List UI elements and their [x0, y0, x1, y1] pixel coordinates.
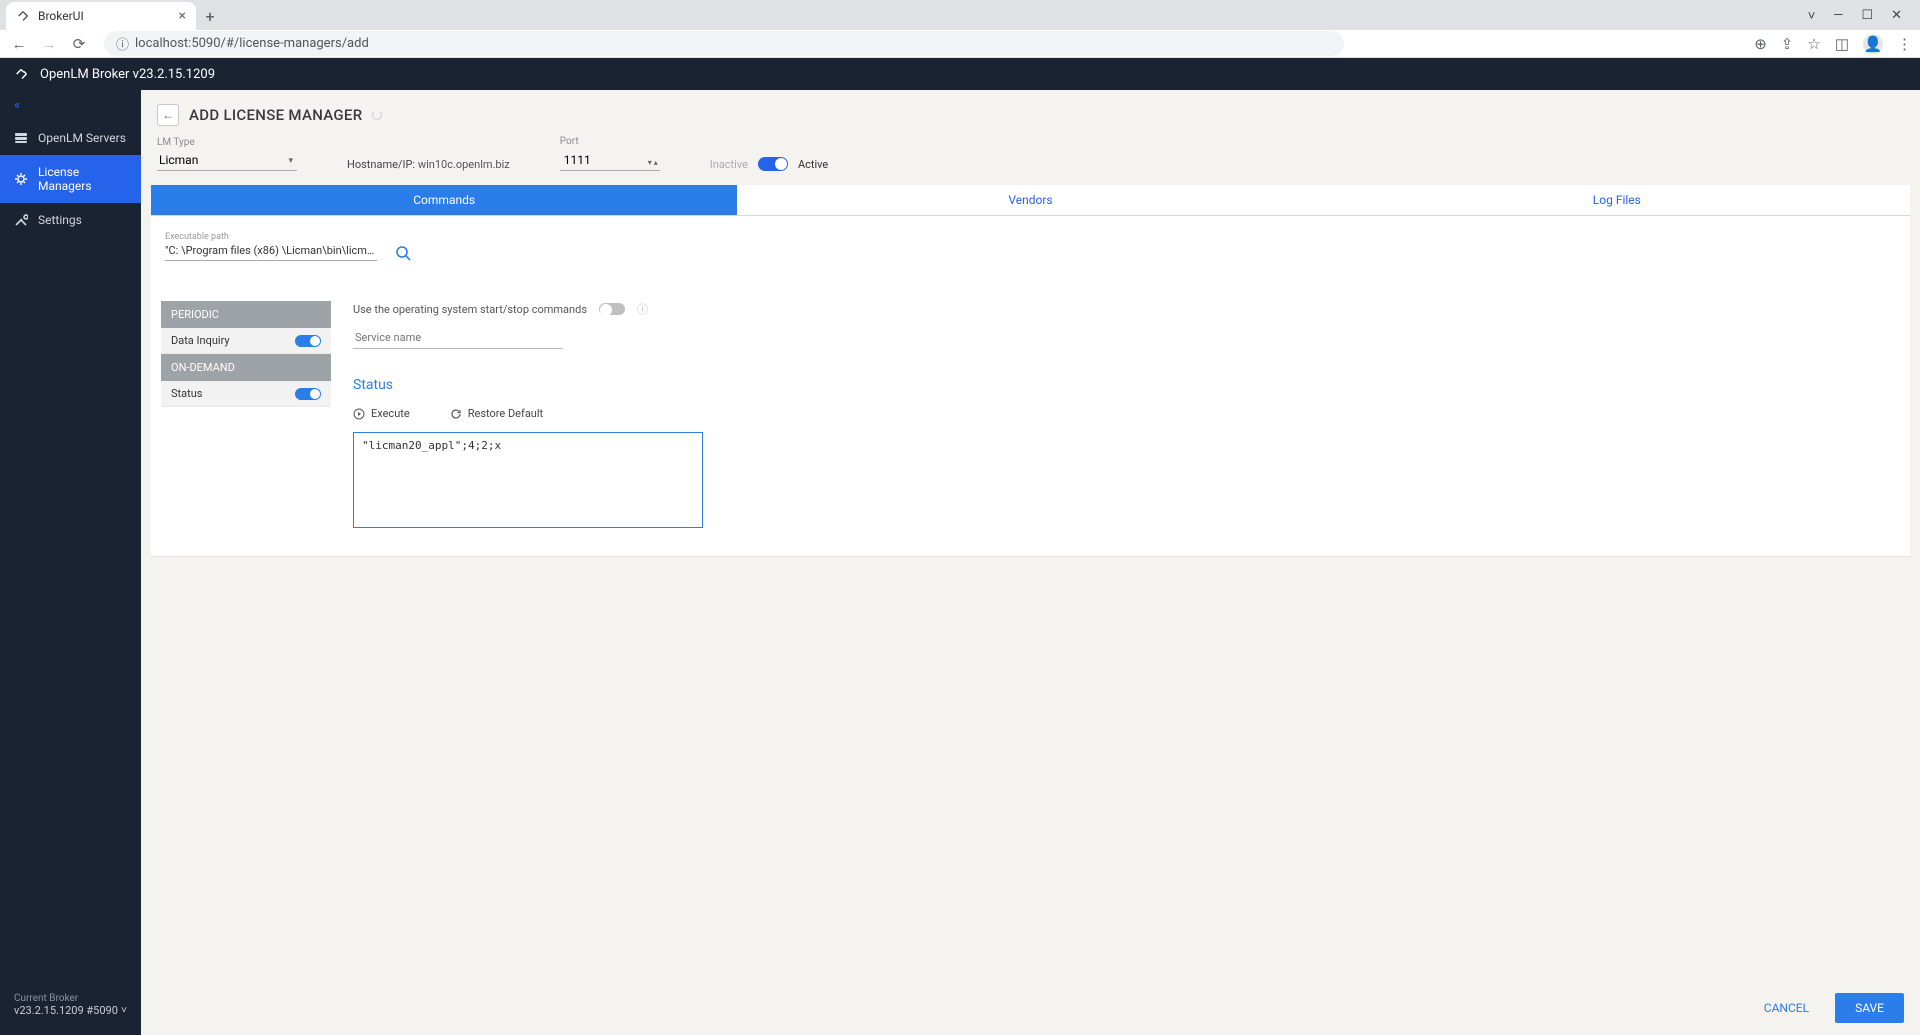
command-textarea[interactable]: "licman20_appl";4;2;x	[353, 432, 703, 528]
execute-button[interactable]: Execute	[353, 407, 410, 420]
inactive-label: Inactive	[710, 158, 748, 171]
sidebar-item-label: Settings	[38, 213, 82, 227]
profile-icon[interactable]: 👤	[1863, 34, 1883, 54]
tab-title: BrokerUI	[38, 9, 84, 23]
gear-icon	[14, 172, 28, 186]
ondemand-header: ON-DEMAND	[161, 354, 331, 381]
browser-chrome: BrokerUI × + ˅ — ☐ ✕ ← → ⟳ ⓘ localhost:5…	[0, 0, 1920, 58]
site-info-icon[interactable]: ⓘ	[116, 34, 129, 53]
app-header: OpenLM Broker v23.2.15.1209	[0, 58, 1920, 90]
collapse-sidebar-button[interactable]: «	[0, 90, 141, 121]
minimize-icon[interactable]: —	[1833, 8, 1843, 24]
exec-label: Executable path	[165, 232, 377, 242]
forward-icon[interactable]: →	[38, 33, 60, 55]
chevron-down-icon[interactable]: ˅	[121, 1005, 127, 1016]
url-text: localhost:5090/#/license-managers/add	[135, 36, 369, 51]
data-inquiry-toggle[interactable]	[295, 335, 321, 347]
sidebar-footer: Current Broker v23.2.15.1209 #5090 ˅	[0, 983, 141, 1035]
favicon-icon	[16, 9, 30, 23]
address-bar[interactable]: ⓘ localhost:5090/#/license-managers/add	[104, 31, 1344, 56]
hostname-value: win10c.openlm.biz	[418, 158, 510, 171]
reload-icon[interactable]: ⟳	[68, 33, 90, 55]
command-config: Use the operating system start/stop comm…	[353, 301, 1900, 532]
window-controls: ˅ — ☐ ✕	[1790, 0, 1920, 32]
bookmark-icon[interactable]: ☆	[1807, 35, 1820, 53]
data-inquiry-label: Data Inquiry	[171, 334, 230, 347]
lm-type-value: Licman	[159, 153, 198, 167]
chevron-down-icon[interactable]: ˅	[1808, 8, 1816, 24]
data-inquiry-row[interactable]: Data Inquiry	[161, 328, 331, 354]
tab-bar: Commands Vendors Log Files	[151, 185, 1910, 216]
status-row-label: Status	[171, 387, 202, 400]
close-window-icon[interactable]: ✕	[1891, 8, 1902, 24]
menu-icon[interactable]: ⋮	[1897, 35, 1912, 53]
status-toggle[interactable]	[295, 388, 321, 400]
hostname-label: Hostname/IP:	[347, 158, 415, 171]
restore-label: Restore Default	[468, 407, 543, 420]
loading-icon	[372, 110, 382, 120]
commands-panel: Executable path "C: \Program files (x86)…	[151, 216, 1910, 557]
close-tab-icon[interactable]: ×	[179, 8, 186, 24]
info-icon[interactable]: ⓘ	[637, 301, 648, 317]
port-stepper[interactable]: ▾ ▴	[648, 158, 658, 167]
tab-logfiles[interactable]: Log Files	[1324, 185, 1910, 215]
restore-default-button[interactable]: Restore Default	[450, 407, 543, 420]
status-row[interactable]: Status	[161, 381, 331, 407]
footer-actions: CANCEL SAVE	[141, 981, 1920, 1035]
cancel-button[interactable]: CANCEL	[1750, 993, 1823, 1023]
port-field[interactable]: Port ▾ ▴	[560, 136, 660, 171]
lm-type-label: LM Type	[157, 137, 297, 148]
save-button[interactable]: SAVE	[1835, 993, 1904, 1023]
share-icon[interactable]: ⇪	[1781, 35, 1794, 53]
use-os-toggle[interactable]	[599, 303, 625, 315]
footer-label: Current Broker	[14, 993, 127, 1004]
browse-button[interactable]	[395, 245, 411, 261]
port-input[interactable]	[560, 150, 660, 171]
page-title: ADD LICENSE MANAGER	[189, 106, 362, 124]
tools-icon	[14, 213, 28, 227]
refresh-icon	[450, 408, 462, 420]
sidebar: « OpenLM Servers License Managers Settin…	[0, 90, 141, 1035]
hostname-display: Hostname/IP: win10c.openlm.biz	[347, 158, 510, 171]
sidebar-item-label: OpenLM Servers	[38, 131, 126, 145]
maximize-icon[interactable]: ☐	[1861, 8, 1873, 24]
periodic-header: PERIODIC	[161, 301, 331, 328]
active-toggle[interactable]	[758, 157, 788, 171]
port-label: Port	[560, 136, 660, 147]
sidebar-item-settings[interactable]: Settings	[0, 203, 141, 237]
executable-path-field[interactable]: Executable path "C: \Program files (x86)…	[165, 232, 377, 261]
sidebar-item-label: License Managers	[38, 165, 127, 193]
content: ← ADD LICENSE MANAGER LM Type Licman ▾ H…	[141, 90, 1920, 1035]
active-label: Active	[798, 158, 828, 171]
status-heading: Status	[353, 377, 1860, 393]
new-tab-button[interactable]: +	[196, 2, 224, 30]
sidebar-item-servers[interactable]: OpenLM Servers	[0, 121, 141, 155]
command-categories: PERIODIC Data Inquiry ON-DEMAND Status	[161, 301, 331, 532]
extensions-icon[interactable]: ◫	[1835, 35, 1849, 53]
browser-tab[interactable]: BrokerUI ×	[6, 2, 196, 30]
tab-commands[interactable]: Commands	[151, 185, 737, 215]
play-icon	[353, 408, 365, 420]
footer-version: v23.2.15.1209 #5090	[14, 1004, 118, 1017]
chevron-down-icon: ▾	[288, 156, 293, 166]
service-name-input[interactable]	[353, 327, 563, 349]
tab-vendors[interactable]: Vendors	[737, 185, 1323, 215]
execute-label: Execute	[371, 407, 410, 420]
back-button[interactable]: ←	[157, 104, 179, 126]
lm-type-select[interactable]: Licman	[157, 150, 297, 171]
app-logo-icon	[14, 66, 30, 82]
active-toggle-group: Inactive Active	[710, 157, 829, 171]
servers-icon	[14, 131, 28, 145]
use-os-label: Use the operating system start/stop comm…	[353, 303, 587, 316]
exec-value: "C: \Program files (x86) \Licman\bin\lic…	[165, 242, 377, 260]
zoom-icon[interactable]: ⊕	[1754, 35, 1767, 53]
app-title: OpenLM Broker v23.2.15.1209	[40, 67, 215, 82]
lm-type-field[interactable]: LM Type Licman ▾	[157, 137, 297, 171]
back-icon[interactable]: ←	[8, 33, 30, 55]
sidebar-item-license-managers[interactable]: License Managers	[0, 155, 141, 203]
